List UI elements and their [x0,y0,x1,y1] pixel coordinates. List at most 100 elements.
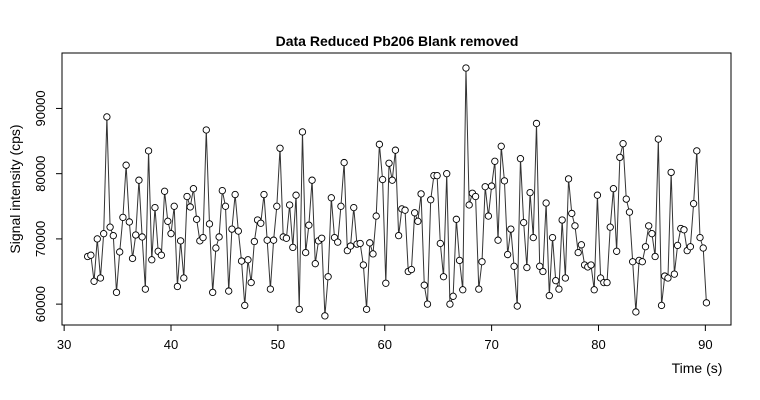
data-point [250,237,259,246]
data-point [645,222,653,230]
data-point [613,247,621,255]
data-point [225,287,233,295]
data-point [340,158,348,167]
data-point [577,241,586,249]
data-point [417,190,425,198]
data-point [548,233,557,242]
data-point [205,220,214,228]
data-point [648,230,656,238]
data-point [186,203,194,211]
data-point [420,281,428,289]
data-point [202,126,210,134]
data-point [446,300,454,308]
data-point [289,243,297,252]
x-tick-label: 60 [378,337,392,352]
data-point [523,263,531,272]
data-point [455,256,464,265]
data-point [308,176,316,184]
data-point [176,237,185,245]
data-point [539,267,547,276]
data-point [651,252,659,261]
data-point [555,285,563,293]
data-point [135,176,143,184]
y-tick-label: 80000 [33,156,48,192]
x-tick-label: 90 [698,337,712,352]
data-point [641,243,650,251]
data-point [526,188,534,197]
data-point [276,144,284,152]
data-point [160,187,169,195]
data-point [112,288,121,297]
data-point [407,265,416,274]
data-point [334,238,342,246]
data-point [481,183,489,191]
x-tick-label: 50 [271,337,285,352]
data-point [462,64,470,72]
data-point [356,239,364,248]
data-point [475,285,483,293]
data-point [494,236,502,244]
data-point [164,217,172,225]
data-point [106,223,114,231]
data-point [337,202,345,210]
data-point [266,285,275,293]
y-tick-label: 60000 [33,286,48,322]
data-point [298,128,307,136]
data-point [510,262,518,270]
data-point [503,250,512,259]
data-point [696,233,704,242]
data-point [321,312,329,320]
data-point [436,239,444,248]
data-point [228,225,236,233]
data-point [529,233,537,242]
data-point [542,199,550,207]
data-point [311,260,319,268]
data-point [587,261,595,269]
data-point [411,209,419,217]
data-point [128,254,137,263]
data-point [260,190,268,199]
data-point [109,231,117,240]
data-point [212,244,220,252]
data-point [350,203,358,212]
data-point [507,225,515,233]
data-point [362,305,371,313]
data-point [439,273,448,281]
data-point [552,276,560,285]
data-point [689,200,698,208]
data-point [285,201,294,209]
data-point [209,288,217,297]
data-point [478,258,486,266]
data-point [116,248,124,256]
data-point [132,231,140,239]
data-point [520,218,528,227]
data-point [269,236,278,244]
data-point [433,171,441,180]
data-point [571,222,579,230]
data-point [593,191,602,199]
data-point [449,292,457,300]
data-point [189,185,198,193]
data-point [199,233,207,242]
data-point [138,233,146,241]
data-point [625,208,634,216]
data-point [536,262,544,270]
data-point [247,278,255,287]
data-point [183,192,191,201]
data-point [305,221,313,229]
data-point [558,216,566,224]
data-point [93,235,101,243]
data-point [452,215,460,223]
data-point [500,177,509,185]
data-point [295,305,303,313]
data-point [96,274,105,282]
data-point [657,301,666,310]
data-point [170,202,178,210]
data-point [257,219,265,227]
data-point [237,257,246,265]
data-point [670,270,679,278]
data-point [151,203,159,212]
data-point [401,206,409,214]
data-point [119,213,127,222]
data-point [273,202,281,210]
